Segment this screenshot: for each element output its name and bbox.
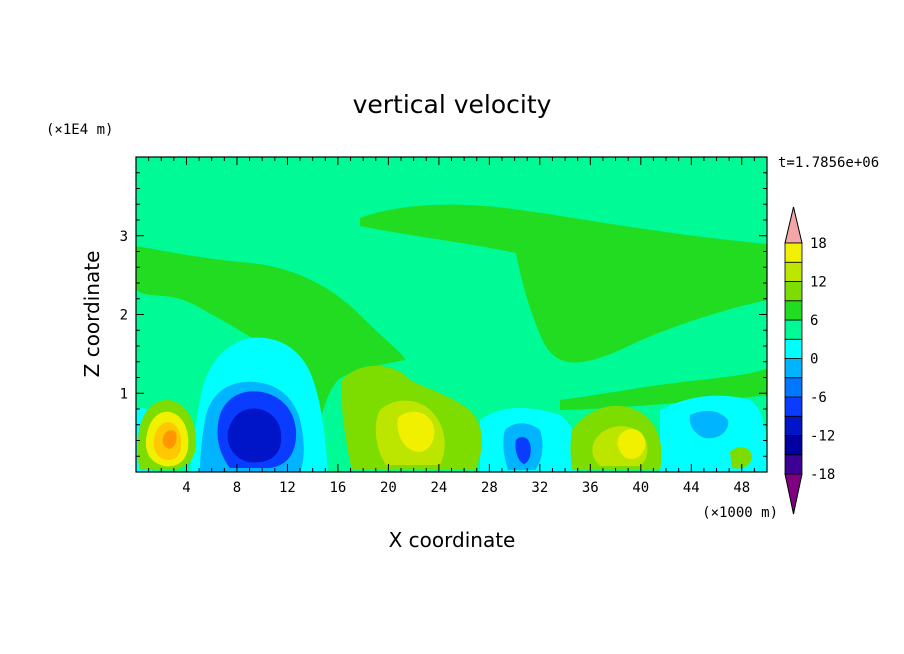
field-region-strong-downdraft-core xyxy=(227,408,282,463)
field-region-strong-downdraft-b xyxy=(515,436,531,464)
x-tick-label: 44 xyxy=(683,480,700,496)
x-tick-label: 48 xyxy=(733,480,750,496)
colorbar-label: 12 xyxy=(810,275,827,291)
colorbar-box xyxy=(784,319,803,340)
colorbar-label: -18 xyxy=(810,467,835,483)
colorbar-label: 0 xyxy=(810,352,818,368)
chart-title: vertical velocity xyxy=(353,90,552,119)
x-tick-label: 32 xyxy=(531,480,548,496)
x-unit-label: (×1000 m) xyxy=(702,505,778,521)
field-region-strong-updraft-left-peak xyxy=(162,430,177,449)
y-tick-label: 1 xyxy=(120,386,128,402)
y-axis-title: Z coordinate xyxy=(80,251,104,378)
y-tick-label: 2 xyxy=(120,308,128,324)
y-unit-label: (×1E4 m) xyxy=(46,122,113,138)
field-region-weak-updraft-left xyxy=(136,246,405,472)
time-label: t=1.7856e+06 xyxy=(778,155,879,171)
colorbar-box xyxy=(784,415,803,436)
field-region-updraft-far-right xyxy=(730,447,752,469)
x-tick-label: 28 xyxy=(481,480,498,496)
colorbar-box xyxy=(784,281,803,302)
y-tick-label: 3 xyxy=(120,229,128,245)
colorbar-label: 18 xyxy=(810,236,827,252)
colorbar-box xyxy=(784,242,803,263)
colorbar-box xyxy=(784,454,803,475)
colorbar-box xyxy=(784,435,803,456)
x-tick-label: 16 xyxy=(329,480,346,496)
colorbar-box xyxy=(784,358,803,379)
x-tick-label: 36 xyxy=(582,480,599,496)
colorbar-box xyxy=(784,338,803,359)
x-tick-label: 20 xyxy=(380,480,397,496)
x-tick-label: 4 xyxy=(182,480,190,496)
x-axis-title: X coordinate xyxy=(389,528,516,552)
colorbar-label: -12 xyxy=(810,429,835,445)
y-axis: 1 2 3 xyxy=(120,172,767,457)
x-tick-label: 40 xyxy=(632,480,649,496)
x-axis: 4 8 12 16 20 24 28 32 36 40 44 48 xyxy=(148,157,755,496)
field-region-weak-updraft-upper xyxy=(360,204,767,363)
x-tick-label: 24 xyxy=(430,480,447,496)
x-tick-label: 8 xyxy=(233,480,241,496)
colorbar-label: 6 xyxy=(810,313,818,329)
field-region-strong-updraft-center xyxy=(397,411,435,452)
field-region-strong-updraft-right xyxy=(617,428,646,459)
plot-area xyxy=(135,156,768,473)
x-tick-label: 12 xyxy=(279,480,296,496)
colorbar-min-arrow xyxy=(784,473,803,515)
colorbar-max-arrow xyxy=(784,206,803,244)
colorbar-label: -6 xyxy=(810,390,827,406)
colorbar: 18 12 6 0 -6 -12 -18 xyxy=(784,206,835,515)
field-region-moderate-downdraft-c xyxy=(689,410,729,439)
colorbar-box xyxy=(784,396,803,417)
colorbar-box xyxy=(784,300,803,321)
colorbar-box xyxy=(784,261,803,282)
colorbar-box xyxy=(784,377,803,398)
